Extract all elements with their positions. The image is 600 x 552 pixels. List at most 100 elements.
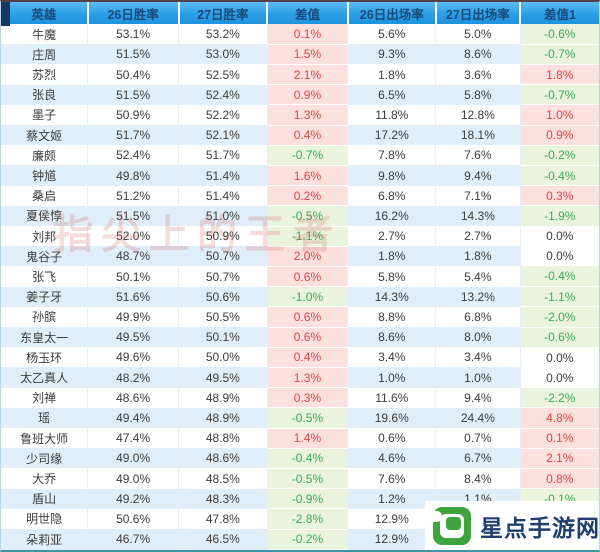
cell-winrate-26: 49.5% xyxy=(87,327,180,348)
cell-pickrate-27: 0.7% xyxy=(435,428,521,449)
table-row: 庄周 51.5% 53.0% 1.5% 9.3% 8.6% -0.7% xyxy=(1,44,599,65)
table-row: 张飞 50.1% 50.7% 0.6% 5.8% 5.4% -0.4% xyxy=(1,266,599,288)
cell-pickrate-diff: 4.8% xyxy=(520,407,599,429)
cell-winrate-27: 50.6% xyxy=(178,286,268,307)
column-header-pickrate-diff: 差值1 xyxy=(519,2,599,24)
cell-hero: 钟馗 xyxy=(1,165,89,186)
table-row: 姜子牙 51.6% 50.6% -1.0% 14.3% 13.2% -1.1% xyxy=(1,286,599,308)
cell-pickrate-diff: 2.1% xyxy=(520,448,599,469)
cell-winrate-27: 50.7% xyxy=(178,266,268,287)
table-row: 孙膑 49.9% 50.5% 0.6% 8.8% 6.8% -2.0% xyxy=(1,306,599,328)
cell-winrate-27: 48.9% xyxy=(178,387,268,408)
cell-pickrate-27: 1.8% xyxy=(435,246,521,267)
cell-hero: 盾山 xyxy=(1,488,89,509)
cell-hero: 少司缘 xyxy=(1,448,89,469)
cell-pickrate-diff: -0.7% xyxy=(520,84,599,106)
table-row: 太乙真人 48.2% 49.5% 1.3% 1.0% 1.0% 0.0% xyxy=(1,367,599,389)
table-row: 廉颇 52.4% 51.7% -0.7% 7.8% 7.6% -0.2% xyxy=(1,145,599,166)
cell-hero: 鲁班大师 xyxy=(1,428,89,449)
cell-pickrate-27: 13.2% xyxy=(435,286,521,307)
cell-hero: 张飞 xyxy=(1,266,89,287)
cell-winrate-diff: -0.2% xyxy=(267,529,349,550)
cell-winrate-26: 47.4% xyxy=(87,428,180,449)
column-header-winrate-26: 26日胜率 xyxy=(86,2,179,24)
cell-pickrate-27: 8.6% xyxy=(435,44,521,65)
cell-winrate-diff: 0.9% xyxy=(267,84,349,106)
cell-winrate-26: 49.9% xyxy=(87,306,180,328)
cell-winrate-27: 51.7% xyxy=(178,145,268,166)
cell-pickrate-27: 3.6% xyxy=(435,64,521,85)
cell-winrate-26: 50.9% xyxy=(87,104,180,126)
header-left-edge xyxy=(1,2,10,26)
cell-hero: 大乔 xyxy=(1,468,89,489)
cell-pickrate-27: 14.3% xyxy=(435,205,521,227)
cell-winrate-27: 50.9% xyxy=(178,226,268,247)
cell-winrate-26: 49.2% xyxy=(87,488,180,509)
cell-pickrate-27: 8.0% xyxy=(435,327,521,348)
cell-pickrate-26: 3.4% xyxy=(347,347,437,368)
cell-pickrate-26: 7.8% xyxy=(347,145,437,166)
cell-winrate-26: 50.4% xyxy=(87,64,180,85)
cell-pickrate-26: 1.2% xyxy=(347,488,437,509)
cell-winrate-diff: -0.5% xyxy=(267,468,349,490)
cell-pickrate-diff: -0.6% xyxy=(520,24,599,45)
cell-pickrate-diff: 0.0% xyxy=(520,347,599,368)
cell-hero: 夏侯惇 xyxy=(1,205,89,227)
cell-pickrate-diff: 0.0% xyxy=(520,367,599,388)
cell-pickrate-26: 2.7% xyxy=(347,226,437,247)
table-row: 蔡文姬 51.7% 52.1% 0.4% 17.2% 18.1% 0.9% xyxy=(1,125,599,146)
cell-pickrate-diff: -0.4% xyxy=(520,266,599,288)
site-logo: 星点手游网 xyxy=(425,501,599,550)
cell-pickrate-diff: 0.1% xyxy=(520,428,599,449)
cell-winrate-27: 50.0% xyxy=(178,347,268,368)
cell-pickrate-26: 9.3% xyxy=(347,44,437,65)
cell-hero: 东皇太一 xyxy=(1,327,89,348)
cell-winrate-diff: 0.6% xyxy=(267,306,349,328)
cell-pickrate-27: 3.4% xyxy=(435,347,521,368)
cell-winrate-diff: 2.0% xyxy=(267,246,349,267)
cell-winrate-26: 52.0% xyxy=(87,226,180,247)
cell-winrate-diff: -0.9% xyxy=(267,488,349,510)
cell-winrate-diff: 2.1% xyxy=(267,64,349,86)
cell-winrate-26: 51.6% xyxy=(87,286,180,307)
cell-pickrate-26: 11.8% xyxy=(347,104,437,126)
site-logo-text: 星点手游网 xyxy=(480,514,600,541)
cell-pickrate-26: 8.6% xyxy=(347,327,437,348)
cell-pickrate-26: 17.2% xyxy=(347,125,437,146)
cell-hero: 杨玉环 xyxy=(1,347,89,368)
cell-winrate-diff: 1.4% xyxy=(267,428,349,449)
cell-winrate-27: 52.1% xyxy=(178,125,268,146)
cell-pickrate-26: 11.6% xyxy=(347,387,437,408)
cell-winrate-26: 49.6% xyxy=(87,347,180,368)
cell-hero: 蔡文姬 xyxy=(1,125,89,146)
cell-winrate-27: 51.4% xyxy=(178,185,268,206)
cell-winrate-diff: 0.1% xyxy=(267,24,349,45)
table-row: 瑶 49.4% 48.9% -0.5% 19.6% 24.4% 4.8% xyxy=(1,407,599,429)
cell-pickrate-diff: 0.8% xyxy=(520,468,599,490)
cell-winrate-26: 51.5% xyxy=(87,205,180,227)
cell-winrate-26: 51.5% xyxy=(87,44,180,65)
cell-winrate-27: 48.9% xyxy=(178,407,268,429)
cell-winrate-26: 48.2% xyxy=(87,367,180,388)
cell-pickrate-27: 5.8% xyxy=(435,84,521,105)
cell-winrate-diff: -1.1% xyxy=(267,226,349,247)
cell-winrate-diff: 1.3% xyxy=(267,104,349,126)
cell-winrate-26: 53.1% xyxy=(87,24,180,45)
cell-winrate-diff: 0.4% xyxy=(267,125,349,146)
column-header-pickrate-26: 26日出场率 xyxy=(346,2,436,24)
cell-pickrate-26: 8.8% xyxy=(347,306,437,328)
header-row: 英雄 26日胜率 27日胜率 差值 26日出场率 27日出场率 差值1 xyxy=(1,2,599,24)
cell-winrate-27: 48.6% xyxy=(178,448,268,469)
cell-pickrate-diff: -1.9% xyxy=(520,205,599,227)
cell-pickrate-27: 9.4% xyxy=(435,387,521,408)
cell-winrate-diff: 1.6% xyxy=(267,165,349,187)
cell-pickrate-27: 5.4% xyxy=(435,266,521,287)
cell-pickrate-diff: -0.7% xyxy=(520,44,599,65)
cell-winrate-27: 47.8% xyxy=(178,508,268,530)
table-row: 鲁班大师 47.4% 48.8% 1.4% 0.6% 0.7% 0.1% xyxy=(1,428,599,449)
cell-winrate-diff: -0.4% xyxy=(267,448,349,469)
cell-winrate-27: 51.0% xyxy=(178,205,268,227)
cell-winrate-27: 53.2% xyxy=(178,24,268,45)
cell-winrate-27: 50.1% xyxy=(178,327,268,348)
